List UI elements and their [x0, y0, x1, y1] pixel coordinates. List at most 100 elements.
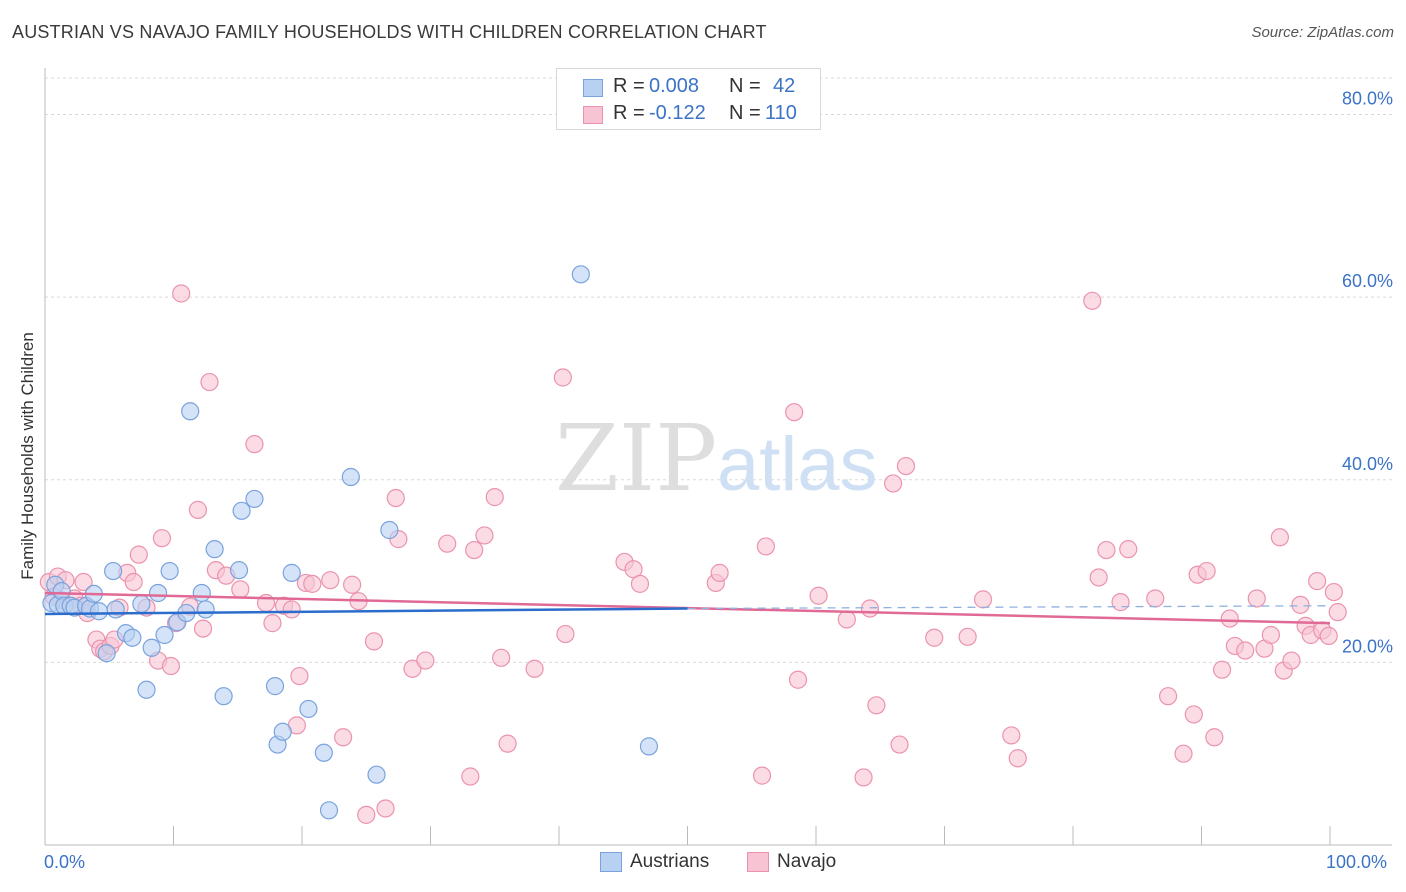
austrians-point-32 — [265, 677, 285, 696]
navajo-point-78 — [925, 628, 944, 647]
austrians-point-24 — [181, 402, 200, 421]
austrians-point-17 — [137, 680, 156, 699]
navajo-point-45 — [364, 632, 384, 651]
navajo-point-35 — [282, 600, 301, 619]
navajo-point-76 — [890, 735, 909, 754]
navajo-point-42 — [343, 575, 362, 594]
navajo-point-26 — [193, 619, 213, 638]
navajo-point-41 — [334, 728, 353, 747]
watermark-atlas: atlas — [717, 422, 878, 507]
navajo-point-20 — [152, 529, 172, 548]
austrians-point-34 — [273, 722, 292, 741]
austrians-point-16 — [132, 594, 151, 614]
austrians-n-label: N = — [729, 75, 761, 97]
navajo-point-39 — [303, 574, 322, 593]
navajo-point-57 — [498, 734, 517, 753]
navajo-point-37 — [290, 666, 309, 686]
austrians-n-value: 42 — [773, 75, 796, 97]
navajo-point-53 — [465, 540, 484, 560]
navajo-point-83 — [1083, 291, 1102, 310]
navajo-point-21 — [161, 656, 181, 676]
navajo-point-44 — [357, 805, 376, 824]
correlation-legend: R = 0.008 N = 42 R = -0.122 N = 110 — [556, 68, 821, 130]
navajo-point-30 — [231, 580, 250, 599]
legend-item-navajo[interactable]: Navajo — [747, 851, 836, 873]
navajo-n-label: N = — [729, 102, 761, 124]
navajo-r-label: R = — [613, 102, 645, 124]
navajo-point-91 — [1184, 705, 1203, 724]
navajo-point-75 — [883, 474, 903, 493]
y-tick-label-60: 60.0% — [1342, 271, 1393, 291]
navajo-point-86 — [1111, 593, 1130, 612]
navajo-point-110 — [1319, 626, 1338, 646]
watermark-zip: ZIP — [555, 405, 717, 512]
navajo-point-55 — [485, 488, 504, 507]
watermark: ZIP atlas — [555, 405, 878, 512]
navajo-point-101 — [1261, 625, 1280, 645]
austrians-point-27 — [205, 540, 224, 559]
navajo-point-23 — [172, 284, 191, 303]
navajo-point-7 — [74, 572, 93, 592]
navajo-point-77 — [896, 456, 916, 476]
navajo-point-105 — [1291, 595, 1310, 614]
austrians-point-41 — [380, 520, 399, 540]
navajo-point-68 — [785, 403, 804, 422]
navajo-point-95 — [1212, 660, 1232, 679]
austrians-point-26 — [196, 600, 215, 619]
navajo-point-66 — [752, 766, 772, 785]
austrians-point-12 — [104, 561, 123, 581]
austrians-trend-extension — [687, 605, 1331, 610]
navajo-point-58 — [525, 659, 544, 678]
navajo-point-71 — [837, 610, 856, 629]
navajo-point-59 — [553, 368, 572, 387]
navajo-point-52 — [461, 767, 480, 786]
navajo-point-16 — [124, 572, 143, 592]
navajo-point-98 — [1236, 641, 1255, 660]
austrians-point-20 — [155, 625, 174, 645]
navajo-point-99 — [1247, 589, 1266, 608]
navajo-point-50 — [416, 651, 435, 670]
navajo-point-27 — [200, 372, 219, 392]
navajo-point-80 — [973, 590, 993, 609]
austrians-point-31 — [245, 489, 264, 509]
navajo-point-82 — [1008, 749, 1027, 768]
navajo-point-69 — [788, 670, 808, 689]
legend-item-austrians[interactable]: Austrians — [600, 851, 709, 873]
navajo-point-87 — [1119, 540, 1138, 559]
navajo-point-102 — [1270, 528, 1289, 547]
austrians-point-28 — [214, 687, 233, 706]
austrians-point-13 — [106, 600, 125, 619]
austrians-r-value: 0.008 — [649, 75, 700, 97]
austrians-r-label: R = — [613, 75, 645, 97]
austrians-swatch — [583, 79, 603, 97]
navajo-point-25 — [188, 500, 208, 519]
austrians-point-11 — [97, 644, 116, 663]
navajo-point-63 — [630, 574, 650, 593]
austrians-point-37 — [314, 743, 333, 762]
austrians-point-43 — [639, 737, 659, 756]
navajo-point-72 — [854, 768, 873, 787]
navajo-point-70 — [809, 586, 828, 605]
navajo-point-94 — [1205, 728, 1224, 747]
navajo-point-104 — [1282, 651, 1301, 670]
austrians-point-36 — [299, 699, 318, 719]
navajo-point-67 — [756, 537, 775, 556]
navajo-point-60 — [556, 624, 575, 644]
navajo-legend-swatch — [747, 852, 769, 872]
navajo-point-111 — [1324, 582, 1343, 602]
navajo-point-54 — [475, 526, 494, 545]
navajo-point-31 — [245, 435, 264, 454]
navajo-point-79 — [958, 627, 977, 646]
austrians-point-39 — [341, 467, 360, 487]
austrians-point-10 — [89, 602, 109, 621]
axes — [44, 68, 1392, 846]
navajo-n-value: 110 — [765, 102, 797, 124]
navajo-point-46 — [376, 799, 395, 818]
navajo-legend-label: Navajo — [777, 851, 837, 872]
navajo-swatch — [583, 106, 603, 124]
austrians-point-15 — [123, 628, 142, 647]
navajo-point-40 — [321, 571, 340, 590]
navajo-point-49 — [403, 659, 422, 678]
y-tick-labels: 20.0% 40.0% 60.0% 80.0% — [1342, 89, 1393, 657]
